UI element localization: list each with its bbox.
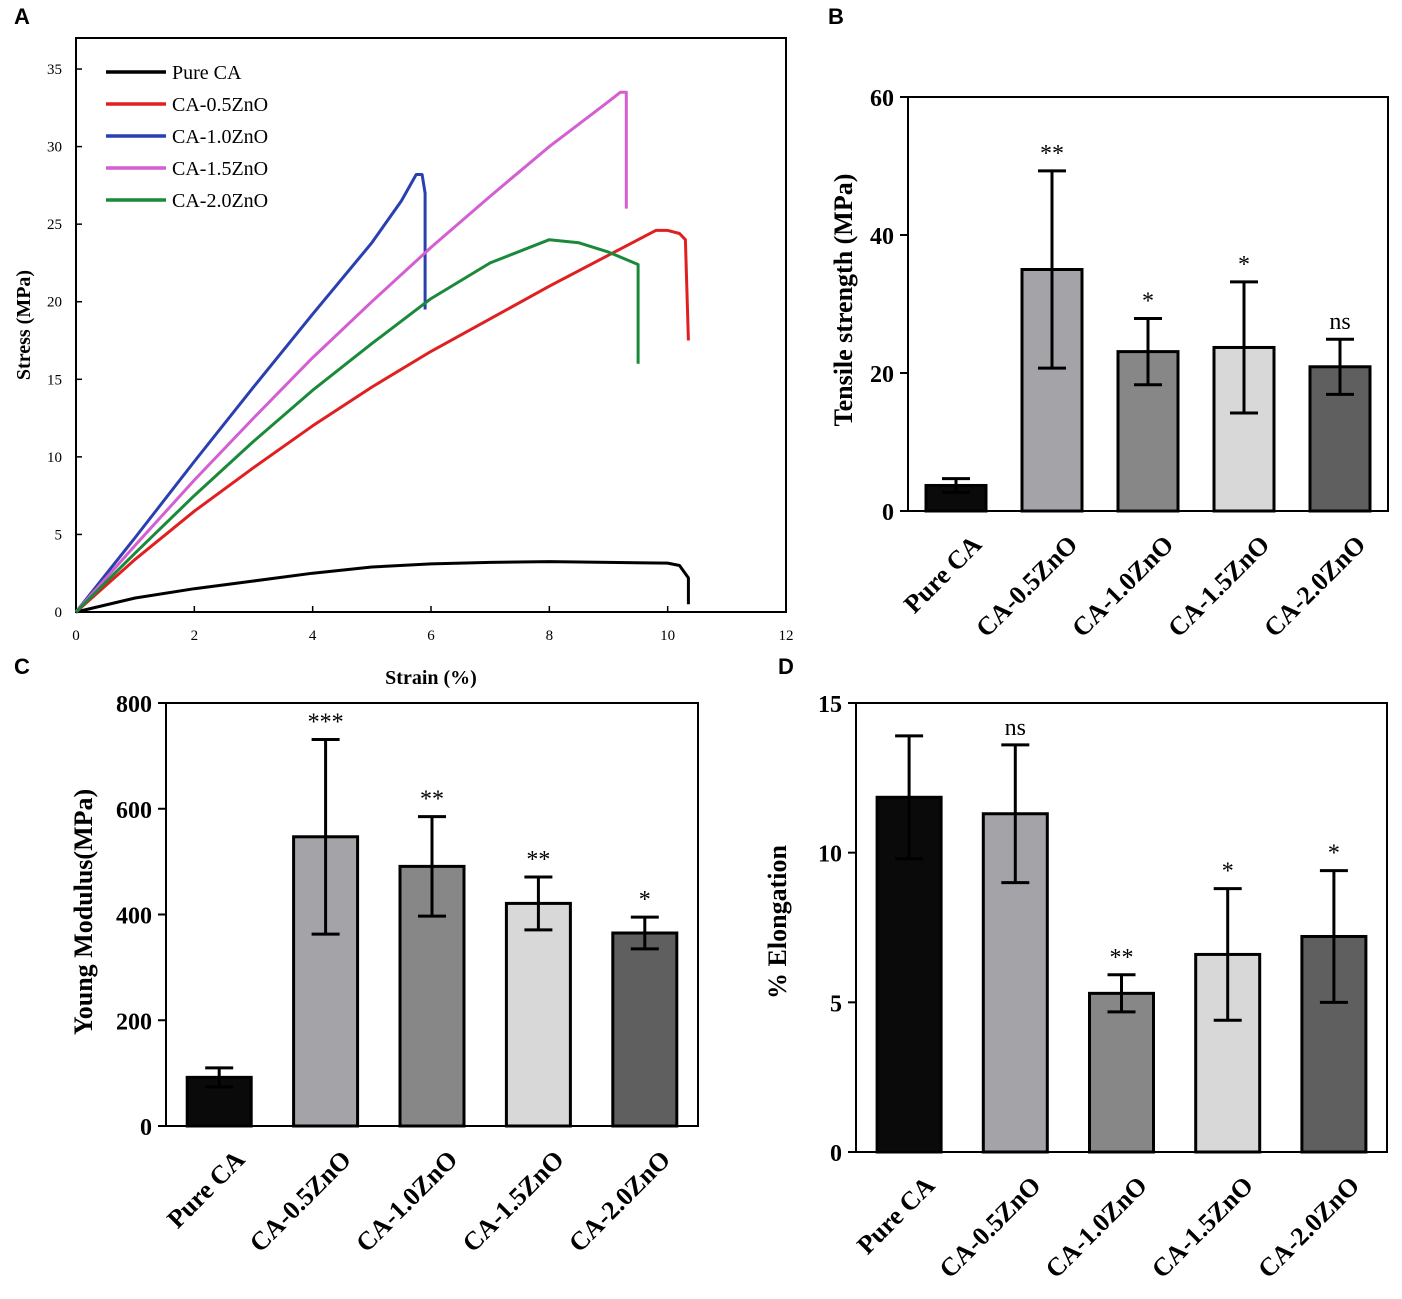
panel-letter-d: D <box>778 654 794 679</box>
y-tick-label: 5 <box>830 991 842 1017</box>
significance-label: * <box>1222 859 1234 885</box>
y-tick-label-a: 15 <box>47 372 62 388</box>
category-label: Pure CA <box>898 530 987 619</box>
y-tick-label-a: 5 <box>55 527 63 543</box>
y-axis-title-b: Tensile strength (MPa) <box>829 174 858 427</box>
category-label: Pure CA <box>161 1145 250 1234</box>
bar <box>504 901 572 1128</box>
category-label: CA-1.0ZnO <box>1040 1171 1153 1284</box>
category-label: Pure CA <box>851 1171 940 1260</box>
series-line-ca-0-5zno <box>75 228 690 614</box>
y-tick-label-a: 20 <box>47 295 62 311</box>
y-tick-label: 200 <box>116 1009 152 1035</box>
significance-label: ** <box>1040 141 1064 167</box>
plot-frame-d <box>855 702 1388 1153</box>
category-label: CA-1.5ZnO <box>1146 1171 1259 1284</box>
y-tick-label-a: 0 <box>55 605 63 621</box>
legend-label: CA-2.0ZnO <box>172 190 268 212</box>
y-tick-label: 600 <box>116 798 152 824</box>
category-label: CA-1.5ZnO <box>457 1145 570 1258</box>
panel-letter-a: A <box>14 4 30 29</box>
significance-label: ** <box>420 787 444 813</box>
legend-label: Pure CA <box>172 62 242 84</box>
stress-strain-chart: 0 2 4 6 8 10 12 0 5 10 15 20 25 30 35 Pure CA CA-0.5ZnO… <box>13 37 794 689</box>
y-tick-label: 15 <box>818 692 842 718</box>
significance-label: * <box>1328 841 1340 867</box>
bar <box>1088 991 1155 1154</box>
x-tick-label-a: 12 <box>779 628 794 644</box>
y-tick-label: 40 <box>870 224 894 250</box>
category-label: CA-1.0ZnO <box>350 1145 463 1258</box>
x-tick-label-a: 8 <box>546 628 554 644</box>
significance-label: * <box>1142 288 1154 314</box>
significance-label: * <box>1238 252 1250 278</box>
category-label: CA-0.5ZnO <box>934 1171 1047 1284</box>
y-axis-title-a: Stress (MPa) <box>13 270 35 380</box>
significance-label: * <box>639 887 651 913</box>
y-tick-label: 0 <box>882 500 894 526</box>
y-tick-label: 800 <box>116 692 152 718</box>
legend-label: CA-1.0ZnO <box>172 126 268 148</box>
significance-label: ns <box>1329 309 1350 335</box>
y-axis-title-c: Young Modulus(MPa) <box>69 789 98 1035</box>
y-tick-label-a: 30 <box>47 140 62 156</box>
category-label: CA-2.0ZnO <box>1258 530 1371 643</box>
y-tick-label: 20 <box>870 362 894 388</box>
y-axis-title-d: % Elongation <box>763 845 792 999</box>
elongation-chart: 0 5 10 15 Pure CA ns CA-0.5ZnO ** CA-1.0ZnO * CA-1… <box>763 692 1388 1284</box>
plot-frame-b <box>907 96 1389 512</box>
category-label: CA-0.5ZnO <box>970 530 1083 643</box>
y-tick-label: 0 <box>140 1115 152 1141</box>
tensile-strength-chart: 0 20 40 60 Pure CA ** CA-0.5ZnO * CA-1.0ZnO * CA-1… <box>829 86 1389 643</box>
panel-letter-b: B <box>828 4 844 29</box>
x-tick-label-a: 6 <box>427 628 435 644</box>
series-line-ca-1-5zno <box>74 90 628 613</box>
legend-label: CA-0.5ZnO <box>172 94 268 116</box>
y-tick-label: 10 <box>818 842 842 868</box>
series-line-pure-ca <box>75 560 690 614</box>
x-tick-label-a: 10 <box>660 628 675 644</box>
category-label: CA-1.0ZnO <box>1066 530 1179 643</box>
category-label: CA-2.0ZnO <box>563 1145 676 1258</box>
category-label: CA-1.5ZnO <box>1162 530 1275 643</box>
y-tick-label-a: 25 <box>47 217 62 233</box>
significance-label: ** <box>1110 945 1134 971</box>
plot-frame-a <box>75 37 787 613</box>
bar <box>611 931 679 1128</box>
series-line-ca-1-0zno <box>74 173 427 613</box>
y-tick-label: 0 <box>830 1141 842 1167</box>
series-line-ca-2-0zno <box>74 238 640 614</box>
x-tick-label-a: 4 <box>309 628 317 644</box>
significance-label: ** <box>526 847 550 873</box>
x-axis-title-a: Strain (%) <box>385 667 477 689</box>
significance-label: *** <box>308 709 344 735</box>
x-tick-label-a: 0 <box>72 628 80 644</box>
panel-letter-c: C <box>14 654 30 679</box>
plot-frame-c <box>165 702 699 1127</box>
legend-label: CA-1.5ZnO <box>172 158 268 180</box>
significance-label: ns <box>1005 715 1026 741</box>
y-tick-label-a: 35 <box>47 62 62 78</box>
category-label: CA-2.0ZnO <box>1252 1171 1365 1284</box>
category-label: CA-0.5ZnO <box>244 1145 357 1258</box>
y-tick-label-a: 10 <box>47 450 62 466</box>
y-tick-label: 60 <box>870 86 894 112</box>
y-tick-label: 400 <box>116 904 152 930</box>
x-tick-label-a: 2 <box>191 628 199 644</box>
